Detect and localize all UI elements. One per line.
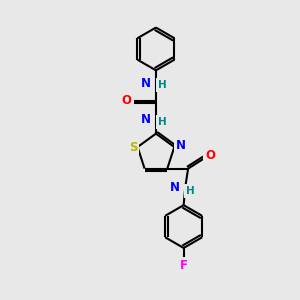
Text: F: F [180,259,188,272]
Text: O: O [121,94,131,107]
Text: H: H [158,117,167,127]
Text: O: O [206,149,215,162]
Text: N: N [176,139,186,152]
Text: S: S [129,140,137,154]
Text: H: H [158,80,167,90]
Text: N: N [140,76,151,90]
Text: N: N [170,182,180,194]
Text: N: N [140,113,151,126]
Text: H: H [186,186,195,196]
